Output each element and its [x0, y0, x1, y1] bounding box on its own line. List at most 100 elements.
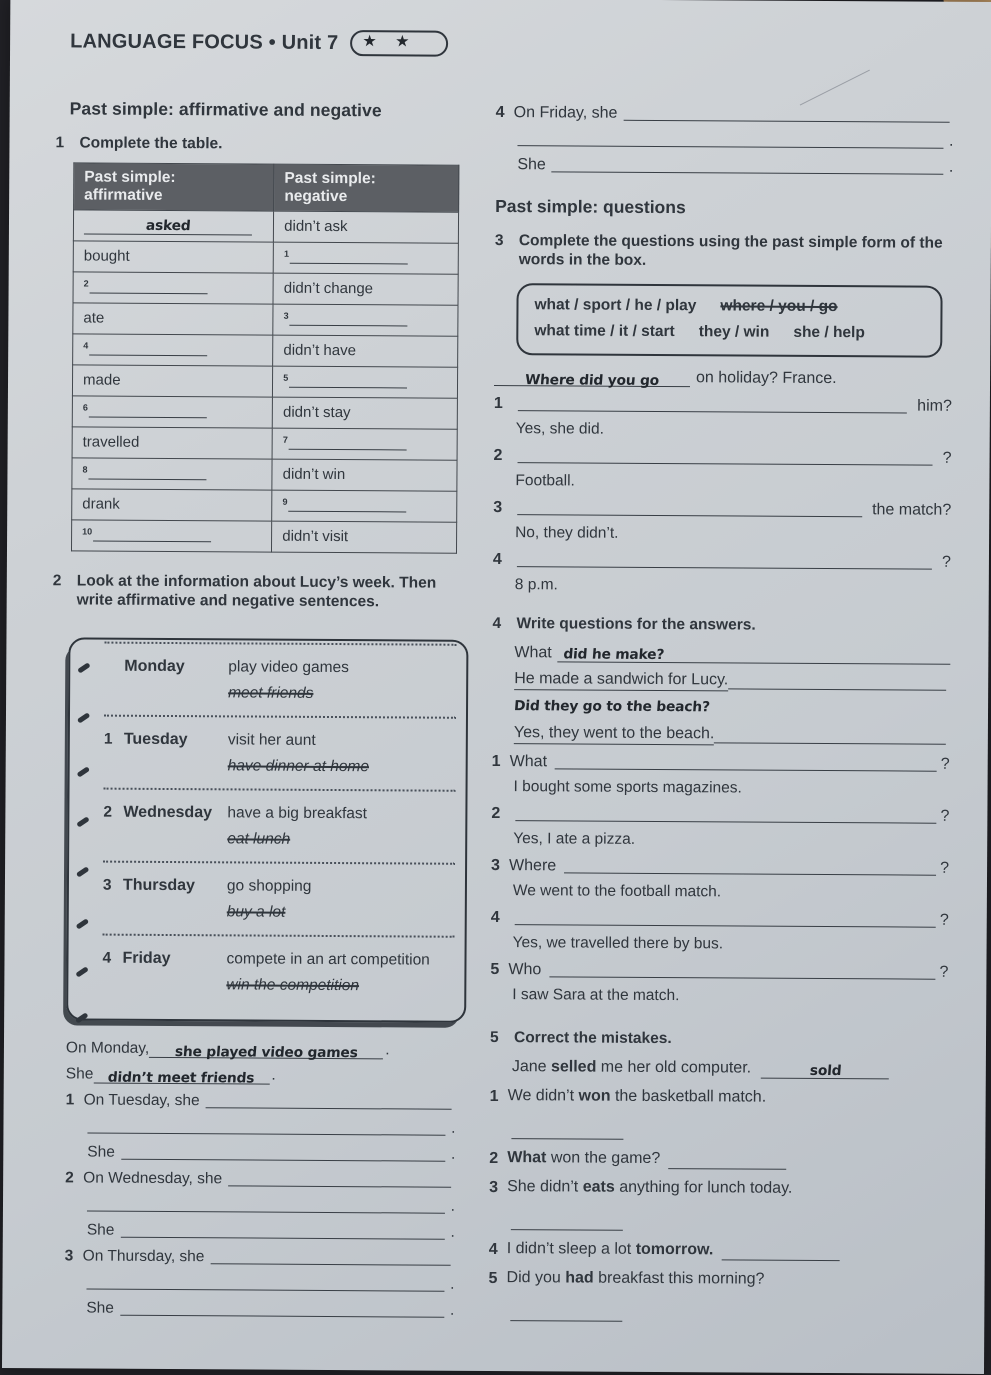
ex5-item-2: 2 What won the game?: [489, 1148, 947, 1171]
writing-line: [205, 1096, 452, 1110]
activity-done: visit her aunt: [227, 730, 316, 749]
exercise-4-header: 4 Write questions for the answers.: [492, 614, 950, 636]
exercise-1-header: 1 Complete the table.: [55, 133, 461, 154]
mistake-word: won: [578, 1087, 611, 1105]
difficulty-stars-badge: ★ ★: [350, 30, 449, 57]
ex3-item-4: 4? 8 p.m.: [493, 550, 951, 597]
example-question-2: Did they go to the beach?: [513, 697, 950, 719]
writing-line: [516, 556, 933, 570]
ex2-item-2: 2 On Wednesday, she . She.: [65, 1169, 456, 1241]
cell-negative: didn’t stay: [272, 396, 458, 429]
exercise-3: 3 Complete the questions using the past …: [493, 231, 953, 597]
ex5-item-3: 3 She didn’t eats anything for lunch toda…: [489, 1177, 947, 1233]
cell-affirmative: asked: [73, 209, 274, 242]
given-answer: Yes, we travelled there by bus.: [512, 934, 724, 953]
ex4-item-3: 3 Where? We went to the football match.: [491, 856, 949, 903]
table-row: 8 didn’t win: [71, 457, 458, 491]
given-answer: I bought some sports magazines.: [513, 778, 742, 797]
handwritten-answer: Did they go to the beach?: [513, 698, 711, 716]
given-answer: Yes, she did.: [515, 420, 604, 438]
exercise-instruction: Correct the mistakes.: [513, 1029, 672, 1048]
exercise-instruction: Write questions for the answers.: [516, 615, 756, 634]
table-row: ate 3: [72, 302, 459, 336]
writing-line: [514, 914, 936, 928]
answer-blank: [89, 277, 208, 294]
col-header-negative: Past simple: negative: [273, 164, 459, 212]
day-label: Friday: [122, 949, 171, 967]
cell-affirmative: bought: [73, 240, 274, 273]
spiral-mark-icon: [76, 711, 91, 723]
day-label: Monday: [124, 657, 185, 675]
item-number: 3: [64, 1247, 74, 1265]
col-header-affirmative: Past simple: affirmative: [73, 162, 275, 211]
table-row: made 5: [72, 364, 458, 398]
ex5-item-5: 5 Did you had breakfast this morning?: [488, 1268, 946, 1324]
handwritten-answer: sold: [808, 1062, 842, 1080]
item-number: 3: [489, 1179, 499, 1197]
exercise-number: 3: [494, 231, 504, 250]
cell-affirmative: 2: [73, 271, 274, 304]
cell-negative: 1: [273, 241, 459, 274]
exercise-5: 5 Correct the mistakes. Jane selled me h…: [488, 1028, 948, 1324]
activity-not-done: buy a lot: [226, 902, 286, 921]
activity-done: have a big breakfast: [227, 803, 368, 822]
writing-line: [551, 161, 943, 175]
ex3-item-3: 3 the match? No, they didn’t.: [493, 498, 951, 545]
item-number: 4: [488, 1241, 498, 1259]
example-answer-1: He made a sandwich for Lucy.: [514, 669, 950, 693]
notebook-entry-wednesday: 2 Wednesday have a big breakfast eat lun…: [103, 787, 456, 863]
blank-number: 4: [83, 340, 89, 351]
day-label: Thursday: [122, 876, 196, 894]
writing-line: [210, 1252, 451, 1266]
cell-negative: didn’t ask: [273, 210, 459, 243]
answer-blank: [289, 247, 409, 265]
mistake-word: tomorrow.: [635, 1240, 714, 1259]
writing-line: [515, 810, 937, 824]
item-number: 1: [491, 753, 501, 771]
activity-done: compete in an art competition: [226, 949, 430, 969]
table-row: asked didn’t ask: [73, 209, 459, 243]
answer-blank: [93, 525, 212, 542]
table-row: drank 9: [71, 488, 457, 522]
exercise-instruction: Look at the information about Lucy’s wee…: [76, 572, 437, 610]
exercise-2-header: 2 Look at the information about Lucy’s w…: [53, 571, 459, 611]
writing-line: [555, 758, 937, 772]
item-number: 1: [65, 1091, 75, 1109]
blank-number: 6: [82, 402, 88, 413]
cell-affirmative: 10: [71, 519, 272, 552]
cell-negative: 3: [273, 303, 459, 336]
exercise-2: 2 Look at the information about Lucy’s w…: [48, 571, 469, 1319]
blank-number: 9: [282, 496, 288, 507]
blank-number: 8: [82, 464, 88, 475]
writing-line: [517, 452, 933, 466]
notebook-entry-tuesday: 1 Tuesday visit her aunt have dinner at …: [103, 714, 456, 790]
word-box-item-crossed: where / you / go: [720, 297, 838, 316]
item-number: 1: [493, 395, 503, 413]
activity-not-done: have dinner at home: [227, 756, 370, 775]
page-content: LANGUAGE FOCUS • Unit 7 ★ ★ Past simple:…: [2, 0, 991, 1324]
item-number: 3: [491, 857, 501, 875]
entry-number: 3: [102, 876, 112, 894]
writing-line: [517, 400, 908, 414]
ex2-item-4: 4 On Friday, she . She.: [495, 103, 954, 176]
exercise-number: 5: [489, 1029, 499, 1047]
word-box-item: what time / it / start: [534, 322, 675, 341]
correction-blank: [511, 1123, 624, 1140]
cell-negative: 5: [272, 365, 458, 398]
notebook-entry-friday: 4 Friday compete in an art competition w…: [102, 933, 455, 1009]
word-box-item: they / win: [698, 323, 770, 341]
word-box-item: she / help: [793, 323, 865, 342]
answer-blank: [288, 433, 407, 451]
section-heading-affirmative: Past simple: affirmative and negative: [69, 98, 382, 121]
ex4-item-2: 2? Yes, I ate a pizza.: [491, 804, 949, 851]
handwritten-answer: asked: [145, 217, 191, 234]
spiral-mark-icon: [76, 765, 90, 777]
example-question-1: What did he make?: [514, 643, 951, 665]
question-prefix: Who: [508, 961, 542, 979]
blank-number: 7: [282, 434, 288, 445]
answer-blank: [288, 495, 407, 513]
given-answer: Yes, I ate a pizza.: [513, 830, 636, 848]
cell-affirmative: drank: [71, 488, 273, 521]
blank-number: 10: [82, 526, 93, 537]
